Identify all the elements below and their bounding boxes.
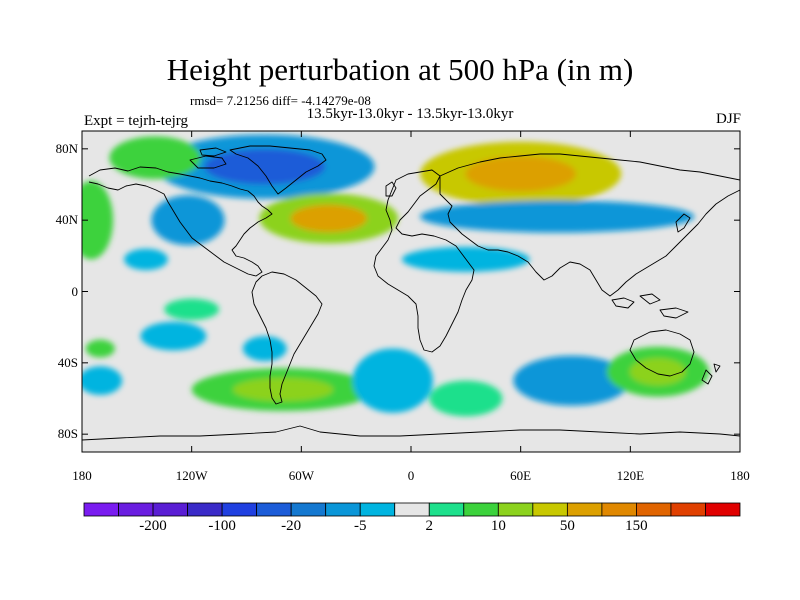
anomaly-core [204, 149, 326, 185]
anomaly-region [82, 180, 114, 260]
y-tick-label: 80S [57, 426, 78, 442]
colorbar-swatch [325, 502, 361, 517]
stats-text: rmsd= 7.21256 diff= -4.14279e-08 [190, 93, 371, 108]
colorbar-label: -200 [139, 518, 167, 534]
colorbar-label: -5 [353, 518, 367, 534]
coast-europe-africa [373, 169, 475, 353]
coast-south-america [251, 271, 323, 405]
anomaly-region [429, 380, 503, 417]
coast-british-isles [385, 181, 397, 197]
anomaly-field [82, 134, 709, 417]
axis-ticks [81, 131, 741, 452]
coast-antarctica [82, 425, 740, 441]
colorbar-swatch [359, 502, 396, 517]
y-tick-label: 40S [57, 354, 78, 370]
anomaly-core [629, 358, 686, 386]
colorbar-label: 2 [425, 518, 434, 534]
x-tick-label: 180 [730, 468, 750, 483]
season-label: DJF [715, 111, 741, 127]
colorbar-swatch [221, 502, 258, 517]
x-tick-label: 120W [175, 468, 208, 483]
anomaly-region [124, 248, 168, 271]
y-tick-label: 40N [55, 212, 78, 228]
anomaly-core [539, 366, 605, 395]
colorbar-swatch [463, 502, 499, 517]
colorbar-swatch [705, 502, 741, 517]
colorbar-swatch [394, 502, 430, 517]
anomaly-region [242, 336, 287, 362]
x-tick-label: 180 [72, 468, 92, 483]
map-title: Height perturbation at 500 hPa (in m) [166, 52, 634, 87]
colorbar-swatch [187, 502, 223, 517]
coast-new-zealand [701, 363, 721, 385]
coast-asia [439, 153, 740, 297]
anomaly-region [109, 136, 201, 180]
colorbar-swatch [532, 502, 568, 517]
colorbar-swatch [497, 502, 534, 517]
colorbar-swatch [566, 502, 603, 517]
colorbar-label: 50 [559, 518, 575, 534]
x-tick-label: 60E [510, 468, 532, 483]
coast-arctic-islands [189, 147, 227, 169]
colorbar-label: -20 [281, 518, 302, 534]
anomaly-region [82, 366, 123, 395]
anomaly-core [290, 204, 367, 233]
colorbar-swatch [636, 502, 672, 517]
colorbar-swatch [83, 502, 119, 517]
anomaly-region [151, 195, 225, 246]
colorbar [83, 502, 741, 517]
colorbar-label: 10 [490, 518, 506, 534]
anomaly-core [465, 156, 576, 192]
coast-maritime-islands [611, 293, 689, 319]
coast-australia [629, 329, 695, 377]
colorbar-swatch [118, 502, 154, 517]
y-tick-label: 0 [71, 283, 79, 299]
colorbar-swatch [152, 502, 188, 517]
coast-north-america [88, 166, 273, 277]
colorbar-label: 150 [625, 518, 648, 534]
y-tick-label: 80N [55, 140, 78, 156]
coast-greenland [229, 145, 327, 195]
anomaly-core [232, 377, 334, 402]
colorbar-label: -100 [208, 518, 236, 534]
colorbar-swatch [670, 502, 706, 517]
colorbar-swatch [290, 502, 327, 517]
coastlines [82, 145, 740, 441]
x-tick-label: 60W [288, 468, 314, 483]
x-tick-label: 120E [616, 468, 645, 483]
experiment-label: Expt = tejrh-tejrg [84, 113, 188, 129]
anomaly-region [352, 348, 433, 413]
anomaly-core [481, 207, 633, 226]
subtitle-text: 13.5kyr-13.0kyr - 13.5kyr-13.0kyr [306, 106, 514, 122]
coast-japan [675, 213, 691, 233]
colorbar-swatch [256, 502, 292, 517]
x-tick-label: 0 [407, 468, 415, 483]
anomaly-region [85, 339, 115, 358]
colorbar-swatch [601, 502, 637, 517]
anomaly-region [140, 321, 207, 351]
anomaly-region [164, 298, 220, 321]
colorbar-swatch [428, 502, 465, 517]
